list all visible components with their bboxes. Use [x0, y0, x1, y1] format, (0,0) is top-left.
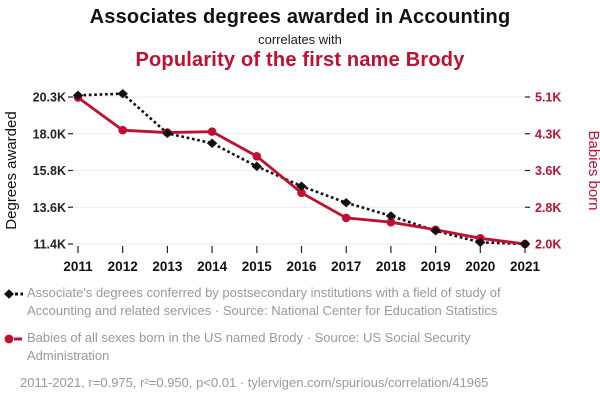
diamond-dashed-line-icon: [3, 287, 23, 299]
page-title: Associates degrees awarded in Accounting: [89, 6, 511, 28]
diamond-marker: [206, 138, 218, 148]
right-axis-title: Babies born: [585, 130, 600, 210]
left-axis-title: Degrees awarded: [3, 111, 20, 229]
diamond-marker: [251, 161, 262, 172]
diamond-marker: [117, 88, 128, 99]
legend-item-babies: Babies of all sexes born in the US named…: [3, 329, 593, 365]
diamond-marker: [296, 181, 307, 191]
x-tick-label: 2014: [197, 259, 228, 274]
diamond-marker: [341, 198, 352, 208]
diamond-marker: [475, 237, 486, 248]
stats-and-source-line: 2011-2021, r=0.975, r²=0.950, p<0.01 · t…: [20, 375, 489, 390]
legend-label-babies: Babies of all sexes born in the US named…: [27, 330, 471, 363]
diamond-marker: [162, 128, 173, 139]
diamond-marker: [430, 226, 441, 236]
circle-marker: [341, 213, 351, 223]
circle-marker: [207, 127, 217, 136]
circle-marker: [297, 188, 306, 198]
x-tick-label: 2020: [465, 259, 495, 274]
x-tick-label: 2021: [510, 259, 541, 274]
y-tick-label-left: 13.6K: [33, 201, 66, 215]
correlate-title: Popularity of the first name Brody: [135, 49, 465, 71]
y-tick-label-right: 5.1K: [535, 91, 561, 105]
y-tick-label-left: 11.4K: [33, 238, 66, 252]
x-tick-label: 2016: [286, 259, 317, 274]
circle-marker: [252, 151, 262, 161]
legend: Associate's degrees conferred by postsec…: [3, 284, 593, 391]
legend-item-degrees: Associate's degrees conferred by postsec…: [3, 284, 593, 320]
circle-marker: [118, 125, 127, 135]
y-tick-label-left: 20.3K: [33, 91, 66, 105]
x-tick-label: 2012: [108, 259, 138, 274]
diamond-marker: [72, 90, 84, 101]
circle-marker: [386, 217, 396, 227]
y-tick-label-left: 15.8K: [33, 164, 66, 178]
x-tick-label: 2019: [421, 259, 451, 274]
y-tick-label-right: 2.8K: [535, 201, 561, 215]
series-line-degrees: [77, 92, 526, 246]
diamond-marker: [519, 239, 531, 249]
y-tick-label-right: 4.3K: [535, 127, 561, 141]
y-tick-label-left: 18.0K: [33, 127, 66, 141]
x-tick-label: 2013: [152, 259, 183, 274]
x-tick-label: 2015: [242, 259, 273, 274]
x-tick-label: 2011: [63, 259, 93, 274]
correlates-with-label: correlates with: [258, 32, 342, 47]
legend-label-degrees: Associate's degrees conferred by postsec…: [27, 285, 501, 318]
x-tick-label: 2018: [376, 259, 407, 274]
y-tick-label-right: 3.6K: [535, 164, 561, 178]
chart-canvas: 20.3K 5.1K 18.0K 4.3K 15.8K 3.6K 13.6K 2.8K 11.4…: [3, 88, 600, 274]
circle-solid-line-icon: [3, 332, 23, 344]
x-tick-label: 2017: [331, 259, 361, 274]
y-tick-label-right: 2.0K: [535, 238, 561, 252]
diamond-marker: [385, 211, 397, 221]
